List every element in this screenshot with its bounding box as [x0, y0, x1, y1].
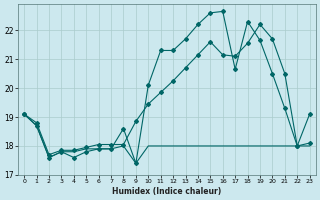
X-axis label: Humidex (Indice chaleur): Humidex (Indice chaleur) — [112, 187, 221, 196]
